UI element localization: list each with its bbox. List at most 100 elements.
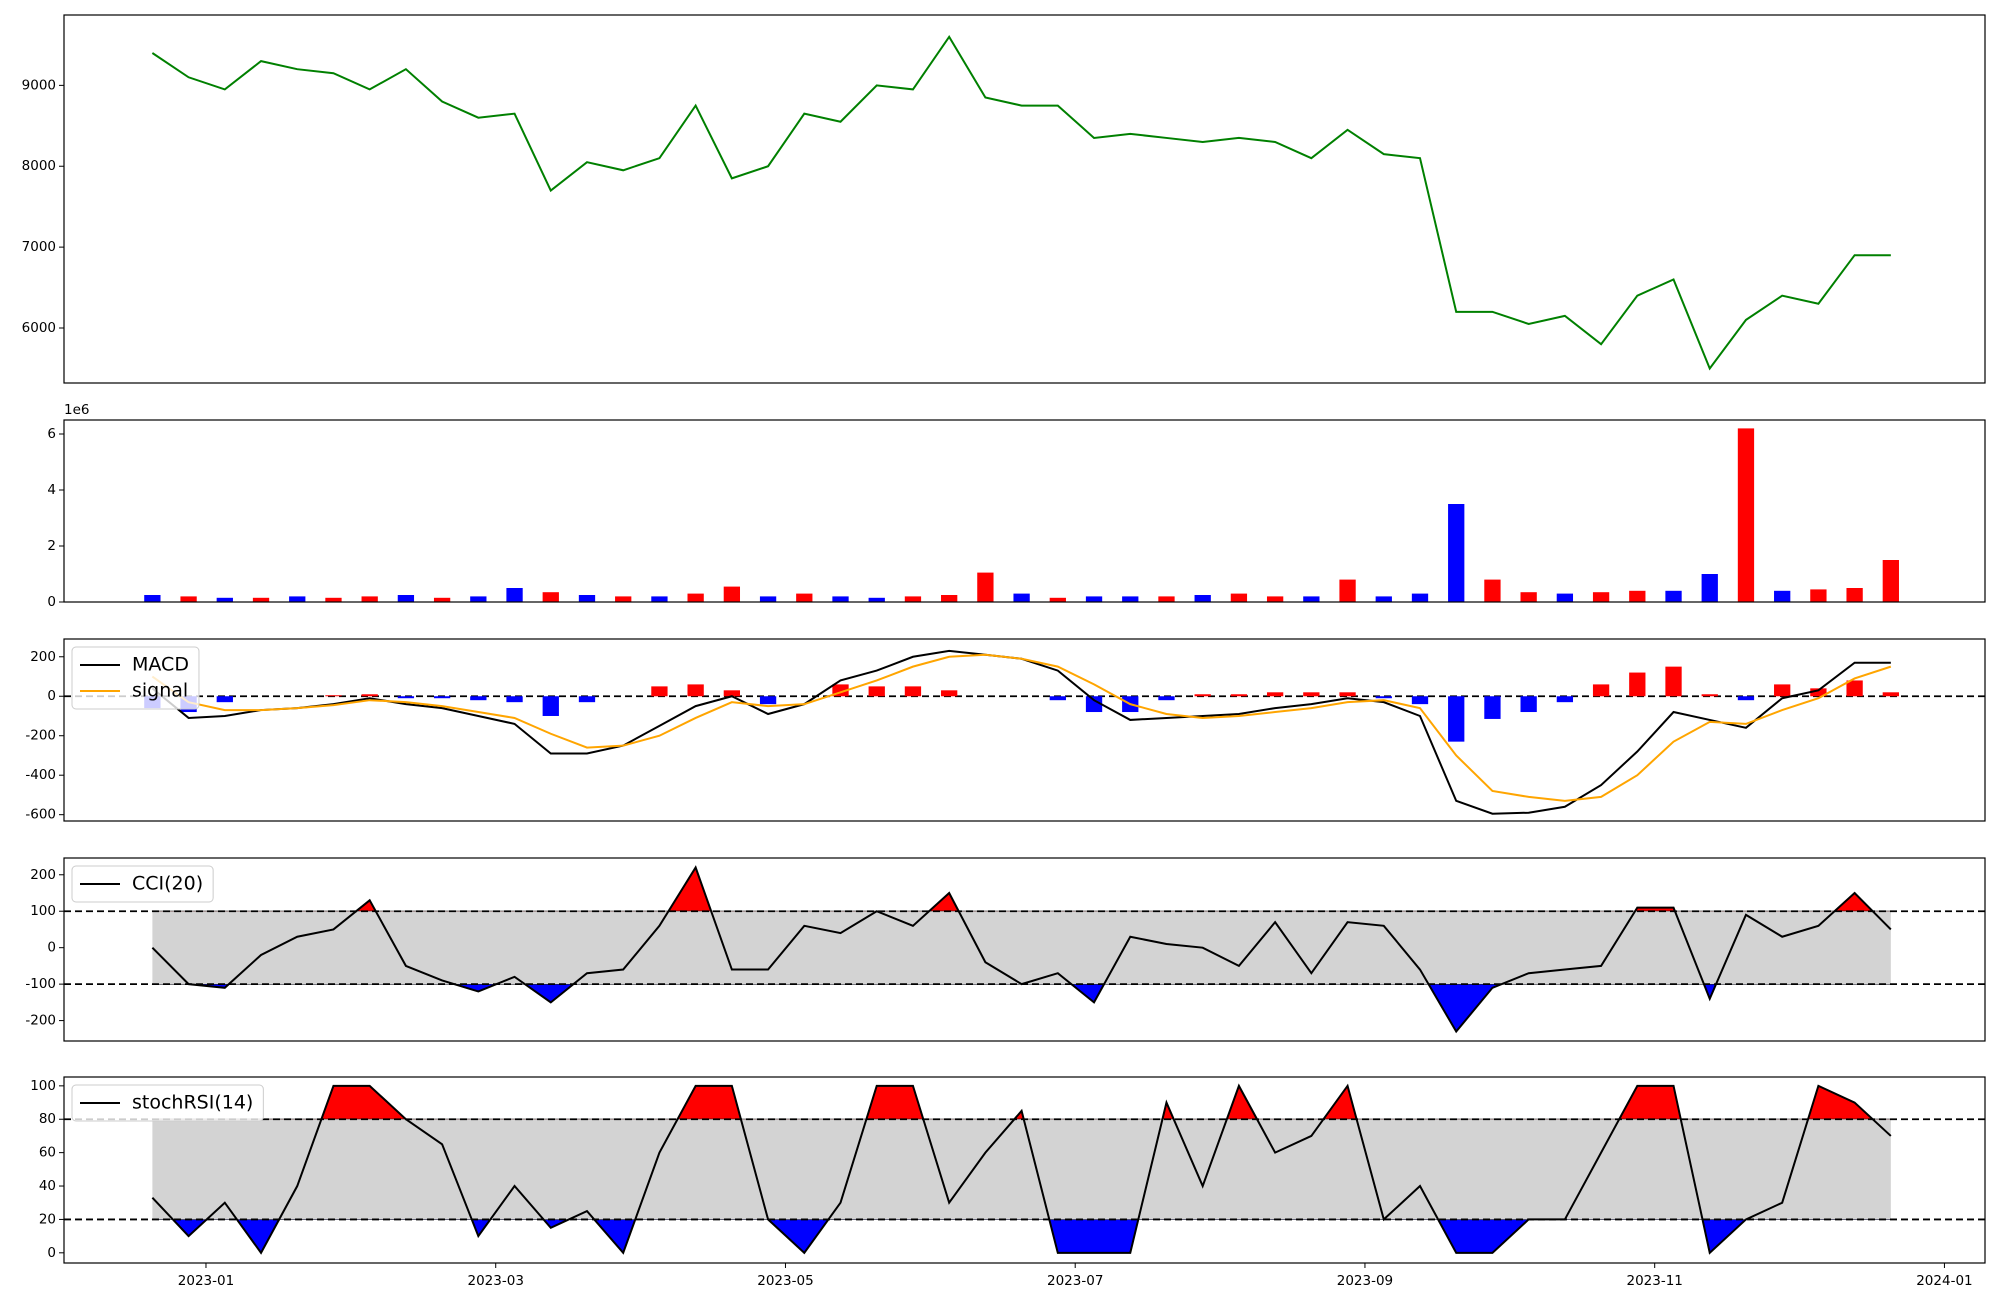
legend-box xyxy=(71,1084,264,1122)
y-tick-label: 2 xyxy=(47,538,56,554)
plot-area xyxy=(64,1083,1985,1255)
bar xyxy=(1230,593,1248,602)
frame xyxy=(63,14,1986,384)
bar xyxy=(1592,592,1610,602)
bar xyxy=(1665,590,1682,602)
bar xyxy=(1194,694,1211,697)
bar xyxy=(397,696,415,699)
bar xyxy=(1556,593,1574,602)
bar xyxy=(1375,596,1392,602)
panel: 6000 7000 8000 9000 xyxy=(22,14,1986,384)
bar xyxy=(1158,596,1175,602)
bar xyxy=(1629,672,1646,697)
bar xyxy=(325,597,342,602)
bar xyxy=(433,597,451,602)
bar xyxy=(941,595,958,602)
bar xyxy=(868,597,885,602)
bar xyxy=(1484,696,1501,719)
plot-area xyxy=(144,428,1899,602)
bar xyxy=(1375,696,1392,699)
panel: -200 -100 0 100 200 CCI(20) xyxy=(25,857,1986,1042)
frame xyxy=(63,1076,1986,1264)
band-fill xyxy=(152,1119,1891,1220)
frame xyxy=(63,857,1986,1042)
bar xyxy=(1520,696,1537,713)
y-tick-label: 8000 xyxy=(22,158,56,174)
bar xyxy=(651,686,668,697)
x-tick-label: 2023-05 xyxy=(757,1273,813,1289)
plot-area xyxy=(151,34,1891,371)
bar xyxy=(1556,696,1574,703)
bar xyxy=(433,696,451,699)
y-tick-label: 200 xyxy=(30,867,56,883)
panel: -600 -400 -200 0 200 MACD signal xyxy=(25,638,1986,823)
bar xyxy=(651,596,668,602)
y-tick-label: 60 xyxy=(39,1145,56,1161)
bar xyxy=(1448,504,1465,602)
line xyxy=(151,34,1891,371)
y-tick-label: 9000 xyxy=(22,77,56,93)
bar xyxy=(1448,696,1465,742)
y-tick-label: 80 xyxy=(39,1111,56,1127)
bar xyxy=(144,595,161,602)
legend-label: stochRSI(14) xyxy=(132,1092,253,1114)
legend: CCI(20) xyxy=(71,865,214,903)
y-tick-label: 100 xyxy=(30,1078,56,1094)
y-tick-label: 200 xyxy=(30,649,56,665)
legend-label: CCI(20) xyxy=(132,873,203,895)
bar xyxy=(325,695,342,697)
y-tick-label: -200 xyxy=(25,1013,56,1029)
bar xyxy=(1122,596,1139,602)
x-tick-label: 2024-01 xyxy=(1916,1273,1972,1289)
bar xyxy=(252,597,270,602)
bar xyxy=(1339,579,1356,602)
bar xyxy=(1411,593,1429,602)
bar xyxy=(796,593,813,602)
bar xyxy=(542,592,559,602)
plot-area xyxy=(64,649,1985,815)
y-tick-label: 0 xyxy=(47,594,56,610)
panel: 0 2 4 6 1e6 xyxy=(47,402,1986,610)
bar xyxy=(289,596,306,602)
bar xyxy=(1592,684,1610,697)
bar xyxy=(1737,696,1755,701)
bar xyxy=(542,696,559,716)
y-tick-label: 0 xyxy=(47,1245,56,1261)
bar xyxy=(506,588,523,602)
y-tick-label: 100 xyxy=(30,903,56,919)
y-tick-label: 6 xyxy=(47,426,56,442)
bar xyxy=(1737,428,1755,602)
bar xyxy=(1013,593,1030,602)
frame xyxy=(63,419,1986,603)
bar xyxy=(1520,592,1537,602)
bar xyxy=(1774,684,1791,697)
legend: MACD signal xyxy=(71,646,200,710)
bar xyxy=(1049,597,1066,602)
bar xyxy=(759,596,777,602)
bar xyxy=(1810,589,1827,602)
bar xyxy=(1629,590,1646,602)
bar xyxy=(904,686,922,697)
bar xyxy=(1230,694,1248,697)
plot-area xyxy=(64,865,1985,1034)
bar xyxy=(977,572,994,602)
line xyxy=(151,1083,1892,1255)
bar xyxy=(1774,590,1791,602)
bar xyxy=(1085,696,1103,713)
bar xyxy=(1303,692,1320,697)
bar xyxy=(1266,596,1284,602)
frame xyxy=(63,638,1986,822)
offset-text: 1e6 xyxy=(64,402,89,418)
bar xyxy=(216,597,233,602)
y-tick-label: 40 xyxy=(39,1178,56,1194)
legend-label: MACD xyxy=(132,654,189,676)
bar xyxy=(1411,696,1429,705)
line xyxy=(151,653,1892,802)
bar xyxy=(1484,579,1501,602)
bar xyxy=(868,686,885,697)
bar xyxy=(361,694,378,697)
bar xyxy=(904,596,922,602)
bar xyxy=(1303,596,1320,602)
